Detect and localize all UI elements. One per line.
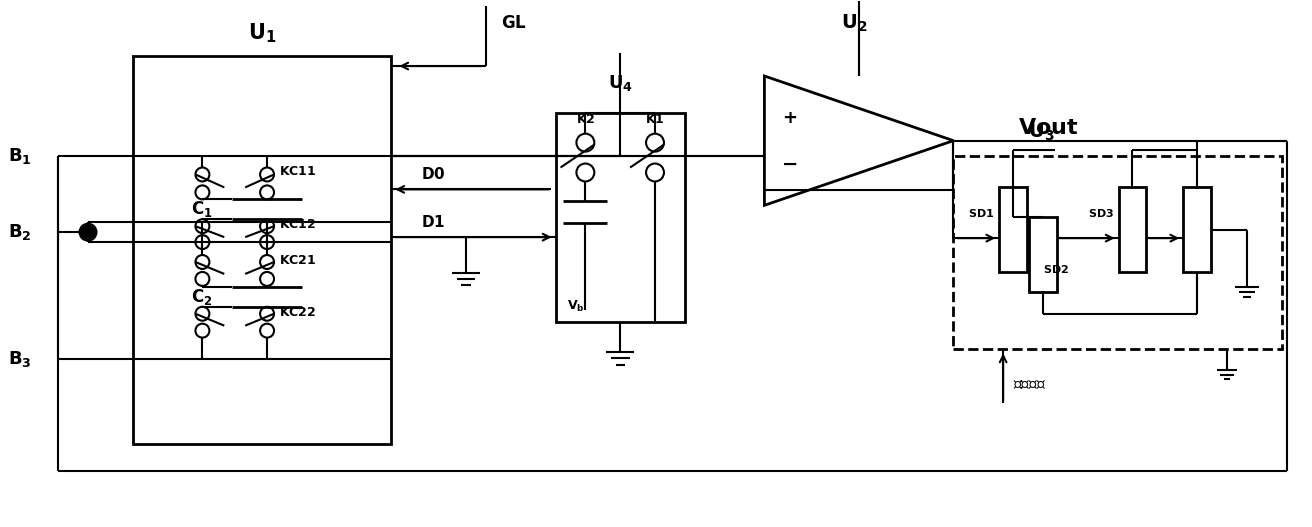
- Text: $\mathbf{SD1}$: $\mathbf{SD1}$: [968, 207, 994, 219]
- Bar: [1119, 188, 1147, 272]
- Text: $\mathbf{V_b}$: $\mathbf{V_b}$: [567, 299, 584, 314]
- Text: $\mathbf{B_3}$: $\mathbf{B_3}$: [8, 349, 31, 369]
- Text: $\mathbf{D1}$: $\mathbf{D1}$: [421, 214, 445, 230]
- Text: $\mathbf{SD2}$: $\mathbf{SD2}$: [1043, 264, 1069, 276]
- Text: $\mathbf{K1}$: $\mathbf{K1}$: [646, 113, 665, 126]
- Text: $\mathbf{D0}$: $\mathbf{D0}$: [421, 167, 446, 182]
- Text: $\mathbf{U_2}$: $\mathbf{U_2}$: [841, 13, 867, 34]
- Text: $\mathbf{GL}$: $\mathbf{GL}$: [501, 14, 526, 32]
- Text: $\mathbf{B_1}$: $\mathbf{B_1}$: [8, 145, 33, 165]
- Circle shape: [80, 223, 97, 241]
- Text: $\mathbf{B_2}$: $\mathbf{B_2}$: [8, 222, 31, 242]
- Text: $\mathbf{U_1}$: $\mathbf{U_1}$: [248, 22, 277, 45]
- Text: $\mathbf{K2}$: $\mathbf{K2}$: [576, 113, 596, 126]
- Bar: [555, 113, 685, 321]
- Text: $\mathbf{Vout}$: $\mathbf{Vout}$: [1018, 118, 1078, 138]
- Bar: [1000, 188, 1027, 272]
- Bar: [1029, 217, 1057, 292]
- Text: $\mathbf{放大选控}$: $\mathbf{放大选控}$: [1013, 376, 1046, 391]
- Text: $\mathbf{U_3}$: $\mathbf{U_3}$: [1029, 122, 1055, 143]
- Bar: [1183, 188, 1211, 272]
- Text: $\mathbf{C_1}$: $\mathbf{C_1}$: [190, 199, 213, 219]
- Text: $\mathbf{+}$: $\mathbf{+}$: [782, 109, 796, 127]
- Text: $\mathbf{KC22}$: $\mathbf{KC22}$: [279, 306, 316, 319]
- Text: $\mathbf{KC11}$: $\mathbf{KC11}$: [279, 165, 316, 178]
- Bar: [954, 155, 1282, 348]
- Text: $\mathbf{U_4}$: $\mathbf{U_4}$: [607, 73, 632, 93]
- Polygon shape: [765, 76, 954, 206]
- Text: $\mathbf{KC12}$: $\mathbf{KC12}$: [279, 218, 316, 231]
- Bar: [133, 56, 391, 444]
- Text: $\mathbf{KC21}$: $\mathbf{KC21}$: [279, 254, 316, 267]
- Text: $\mathbf{C_2}$: $\mathbf{C_2}$: [192, 287, 213, 307]
- Text: $\mathbf{-}$: $\mathbf{-}$: [781, 154, 798, 173]
- Text: $\mathbf{SD3}$: $\mathbf{SD3}$: [1088, 207, 1114, 219]
